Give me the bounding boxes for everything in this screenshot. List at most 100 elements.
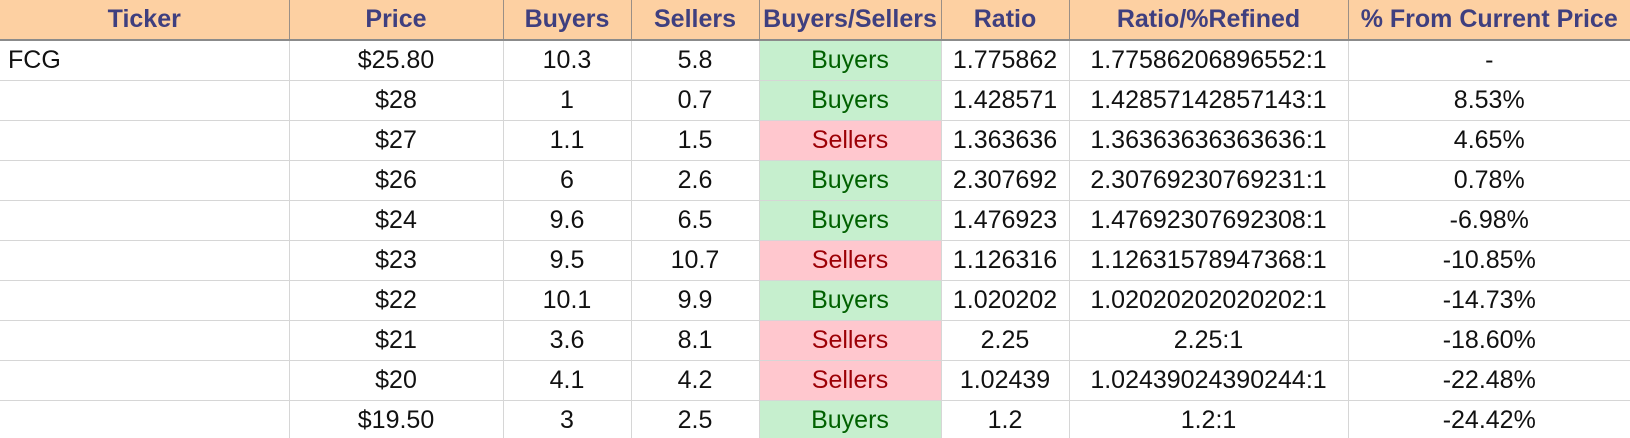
cell-buyers-sellers[interactable]: Buyers — [759, 40, 942, 81]
header-row: Ticker Price Buyers Sellers Buyers/Selle… — [0, 0, 1630, 41]
cell-sellers[interactable]: 2.6 — [631, 160, 760, 201]
cell-ratio[interactable]: 1.363636 — [941, 120, 1070, 161]
cell-pct-from-current[interactable]: -14.73% — [1348, 280, 1630, 321]
cell-buyers[interactable]: 9.5 — [503, 240, 632, 281]
header-buyers[interactable]: Buyers — [503, 0, 632, 41]
cell-sellers[interactable]: 10.7 — [631, 240, 760, 281]
cell-buyers-sellers[interactable]: Buyers — [759, 80, 942, 121]
cell-price[interactable]: $23 — [289, 240, 504, 281]
table-row: $23 9.5 10.7 Sellers 1.126316 1.1263157894736… — [0, 240, 1630, 281]
cell-buyers[interactable]: 4.1 — [503, 360, 632, 401]
cell-ratio-refined[interactable]: 1.02439024390244:1 — [1069, 360, 1349, 401]
table-row: $24 9.6 6.5 Buyers 1.476923 1.47692307692308:… — [0, 200, 1630, 241]
table-row: $19.50 3 2.5 Buyers 1.2 1.2:1 -24.42% — [0, 400, 1630, 438]
cell-ratio[interactable]: 2.25 — [941, 320, 1070, 361]
cell-ticker[interactable] — [0, 200, 290, 241]
cell-price[interactable]: $20 — [289, 360, 504, 401]
cell-ratio-refined[interactable]: 2.25:1 — [1069, 320, 1349, 361]
cell-ratio[interactable]: 1.476923 — [941, 200, 1070, 241]
cell-buyers[interactable]: 3.6 — [503, 320, 632, 361]
cell-ratio[interactable]: 1.020202 — [941, 280, 1070, 321]
cell-buyers[interactable]: 3 — [503, 400, 632, 438]
cell-ratio[interactable]: 1.02439 — [941, 360, 1070, 401]
cell-price[interactable]: $22 — [289, 280, 504, 321]
cell-ticker[interactable] — [0, 160, 290, 201]
cell-ticker[interactable]: FCG — [0, 40, 290, 81]
cell-pct-from-current[interactable]: -24.42% — [1348, 400, 1630, 438]
cell-buyers-sellers[interactable]: Sellers — [759, 240, 942, 281]
cell-ratio[interactable]: 1.775862 — [941, 40, 1070, 81]
cell-sellers[interactable]: 2.5 — [631, 400, 760, 438]
cell-buyers-sellers[interactable]: Buyers — [759, 400, 942, 438]
header-price[interactable]: Price — [289, 0, 504, 41]
header-pct-from-current[interactable]: % From Current Price — [1348, 0, 1630, 41]
cell-sellers[interactable]: 8.1 — [631, 320, 760, 361]
cell-ratio-refined[interactable]: 1.47692307692308:1 — [1069, 200, 1349, 241]
cell-pct-from-current[interactable]: - — [1348, 40, 1630, 81]
cell-sellers[interactable]: 1.5 — [631, 120, 760, 161]
cell-sellers[interactable]: 5.8 — [631, 40, 760, 81]
cell-buyers-sellers[interactable]: Buyers — [759, 160, 942, 201]
table-body: FCG $25.80 10.3 5.8 Buyers 1.775862 1.77586206… — [0, 40, 1630, 438]
table-row: $21 3.6 8.1 Sellers 2.25 2.25:1 -18.60% — [0, 320, 1630, 361]
cell-ratio-refined[interactable]: 1.36363636363636:1 — [1069, 120, 1349, 161]
cell-ticker[interactable] — [0, 360, 290, 401]
cell-price[interactable]: $27 — [289, 120, 504, 161]
cell-buyers[interactable]: 9.6 — [503, 200, 632, 241]
cell-ratio-refined[interactable]: 1.12631578947368:1 — [1069, 240, 1349, 281]
cell-ticker[interactable] — [0, 80, 290, 121]
cell-pct-from-current[interactable]: -22.48% — [1348, 360, 1630, 401]
cell-pct-from-current[interactable]: -10.85% — [1348, 240, 1630, 281]
cell-sellers[interactable]: 4.2 — [631, 360, 760, 401]
cell-price[interactable]: $25.80 — [289, 40, 504, 81]
cell-ratio-refined[interactable]: 1.2:1 — [1069, 400, 1349, 438]
cell-price[interactable]: $26 — [289, 160, 504, 201]
cell-buyers[interactable]: 1 — [503, 80, 632, 121]
cell-price[interactable]: $28 — [289, 80, 504, 121]
cell-ratio-refined[interactable]: 2.30769230769231:1 — [1069, 160, 1349, 201]
cell-ticker[interactable] — [0, 320, 290, 361]
cell-ticker[interactable] — [0, 400, 290, 438]
cell-ratio[interactable]: 1.2 — [941, 400, 1070, 438]
cell-pct-from-current[interactable]: 4.65% — [1348, 120, 1630, 161]
cell-ratio[interactable]: 2.307692 — [941, 160, 1070, 201]
cell-buyers-sellers[interactable]: Buyers — [759, 280, 942, 321]
cell-ratio-refined[interactable]: 1.02020202020202:1 — [1069, 280, 1349, 321]
cell-ticker[interactable] — [0, 240, 290, 281]
cell-buyers[interactable]: 6 — [503, 160, 632, 201]
header-ratio[interactable]: Ratio — [941, 0, 1070, 41]
cell-buyers[interactable]: 1.1 — [503, 120, 632, 161]
cell-ratio-refined[interactable]: 1.42857142857143:1 — [1069, 80, 1349, 121]
cell-ticker[interactable] — [0, 120, 290, 161]
cell-sellers[interactable]: 6.5 — [631, 200, 760, 241]
header-buyers-sellers[interactable]: Buyers/Sellers — [759, 0, 942, 41]
header-ratio-refined[interactable]: Ratio/%Refined — [1069, 0, 1349, 41]
cell-buyers-sellers[interactable]: Sellers — [759, 360, 942, 401]
cell-price[interactable]: $19.50 — [289, 400, 504, 438]
cell-ticker[interactable] — [0, 280, 290, 321]
cell-ratio[interactable]: 1.126316 — [941, 240, 1070, 281]
cell-sellers[interactable]: 0.7 — [631, 80, 760, 121]
cell-pct-from-current[interactable]: 8.53% — [1348, 80, 1630, 121]
cell-ratio-refined[interactable]: 1.77586206896552:1 — [1069, 40, 1349, 81]
cell-sellers[interactable]: 9.9 — [631, 280, 760, 321]
cell-price[interactable]: $24 — [289, 200, 504, 241]
cell-price[interactable]: $21 — [289, 320, 504, 361]
cell-buyers-sellers[interactable]: Buyers — [759, 200, 942, 241]
cell-pct-from-current[interactable]: -18.60% — [1348, 320, 1630, 361]
table-row: $26 6 2.6 Buyers 2.307692 2.30769230769231:1 0… — [0, 160, 1630, 201]
cell-buyers[interactable]: 10.1 — [503, 280, 632, 321]
table-row: $27 1.1 1.5 Sellers 1.363636 1.36363636363636… — [0, 120, 1630, 161]
cell-pct-from-current[interactable]: 0.78% — [1348, 160, 1630, 201]
cell-pct-from-current[interactable]: -6.98% — [1348, 200, 1630, 241]
cell-ratio[interactable]: 1.428571 — [941, 80, 1070, 121]
cell-buyers-sellers[interactable]: Sellers — [759, 320, 942, 361]
table-row: FCG $25.80 10.3 5.8 Buyers 1.775862 1.77586206… — [0, 40, 1630, 81]
header-sellers[interactable]: Sellers — [631, 0, 760, 41]
header-ticker[interactable]: Ticker — [0, 0, 290, 41]
table-row: $22 10.1 9.9 Buyers 1.020202 1.02020202020202… — [0, 280, 1630, 321]
cell-buyers[interactable]: 10.3 — [503, 40, 632, 81]
cell-buyers-sellers[interactable]: Sellers — [759, 120, 942, 161]
